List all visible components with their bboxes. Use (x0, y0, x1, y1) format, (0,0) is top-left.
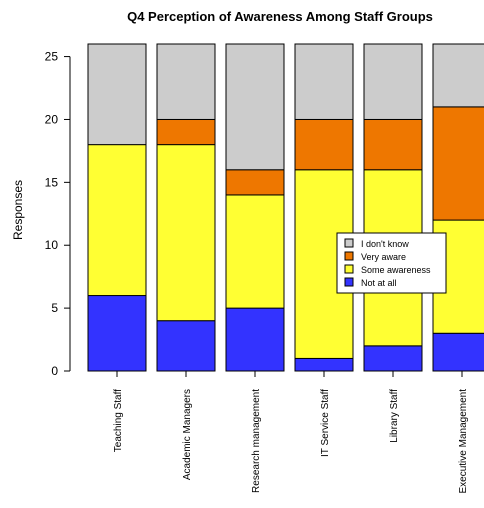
y-axis: 0 5 10 15 20 25 (45, 50, 71, 378)
legend-label: Very aware (361, 252, 406, 262)
legend-swatch (344, 264, 354, 274)
bar-segment (225, 194, 285, 309)
x-tick-label: IT Service Staff (320, 389, 331, 457)
bar-segment (363, 345, 423, 372)
y-tick-label: 10 (45, 238, 59, 252)
legend-label: I don't know (361, 239, 409, 249)
bar-segment (87, 43, 147, 146)
legend-swatch (344, 238, 354, 248)
bar-segment (225, 169, 285, 196)
legend-box (336, 232, 447, 294)
bar-segment (432, 332, 484, 372)
x-tick-label: Executive Management (458, 389, 469, 494)
bar-segment (432, 43, 484, 108)
legend-swatch (344, 277, 354, 287)
legend-label: Not at all (361, 278, 397, 288)
x-tick-label: Teaching Staff (113, 389, 124, 452)
x-tick-label: Library Staff (389, 389, 400, 443)
bar-segment (294, 118, 354, 171)
bar-segment (225, 307, 285, 372)
bar-segment (156, 320, 216, 372)
y-tick-label: 0 (51, 364, 58, 378)
legend-swatch (344, 251, 354, 261)
x-axis-labels: Teaching Staff Academic Managers Research … (113, 371, 469, 494)
x-tick-label: Research management (251, 389, 262, 493)
bar-segment (225, 43, 285, 171)
legend-label: Some awareness (361, 265, 431, 275)
chart-title: Q4 Perception of Awareness Among Staff G… (127, 9, 433, 24)
legend: I don't know Very aware Some awareness Not … (336, 232, 447, 294)
y-tick-label: 25 (45, 50, 59, 64)
bar-segment (363, 43, 423, 120)
y-axis-label: Responses (11, 180, 25, 240)
bar-segment (432, 106, 484, 221)
bar-segment (294, 43, 354, 120)
y-tick-label: 15 (45, 175, 59, 189)
bar-segment (87, 144, 147, 297)
bar-segment (156, 144, 216, 322)
bar-segment (87, 295, 147, 372)
x-tick-label: Academic Managers (182, 389, 193, 480)
y-tick-label: 5 (51, 301, 58, 315)
bar-segment (363, 118, 423, 171)
bars (87, 43, 484, 372)
bar-segment (156, 118, 216, 146)
y-tick-label: 20 (45, 112, 59, 126)
bar-segment (294, 357, 354, 372)
bar-segment (156, 43, 216, 120)
